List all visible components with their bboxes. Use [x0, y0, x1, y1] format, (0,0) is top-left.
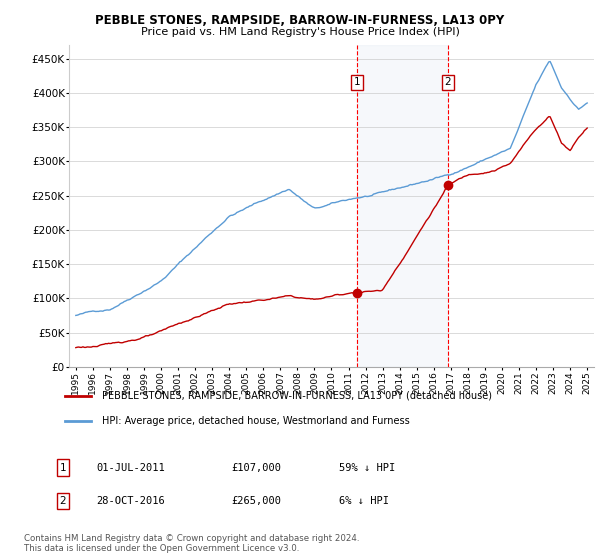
Text: 1: 1 — [59, 463, 67, 473]
Text: 28-OCT-2016: 28-OCT-2016 — [96, 496, 165, 506]
Text: PEBBLE STONES, RAMPSIDE, BARROW-IN-FURNESS, LA13 0PY (detached house): PEBBLE STONES, RAMPSIDE, BARROW-IN-FURNE… — [101, 391, 491, 401]
Text: 01-JUL-2011: 01-JUL-2011 — [96, 463, 165, 473]
Text: £107,000: £107,000 — [231, 463, 281, 473]
Text: £265,000: £265,000 — [231, 496, 281, 506]
Bar — [357, 45, 448, 367]
Text: 6% ↓ HPI: 6% ↓ HPI — [339, 496, 389, 506]
Text: Price paid vs. HM Land Registry's House Price Index (HPI): Price paid vs. HM Land Registry's House … — [140, 27, 460, 37]
Text: 59% ↓ HPI: 59% ↓ HPI — [339, 463, 395, 473]
Text: PEBBLE STONES, RAMPSIDE, BARROW-IN-FURNESS, LA13 0PY: PEBBLE STONES, RAMPSIDE, BARROW-IN-FURNE… — [95, 14, 505, 27]
Text: 2: 2 — [59, 496, 67, 506]
Text: Contains HM Land Registry data © Crown copyright and database right 2024.
This d: Contains HM Land Registry data © Crown c… — [24, 534, 359, 553]
Text: 1: 1 — [354, 77, 361, 87]
Text: HPI: Average price, detached house, Westmorland and Furness: HPI: Average price, detached house, West… — [101, 416, 409, 426]
Text: 2: 2 — [445, 77, 451, 87]
